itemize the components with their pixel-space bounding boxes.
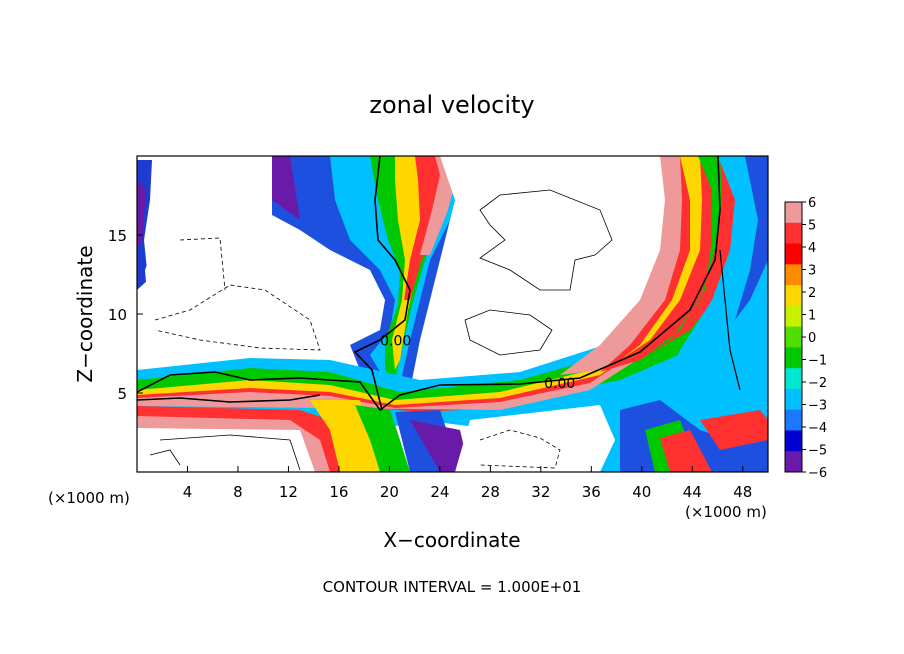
colorbar-segment [785,368,802,390]
colorbar-segment [785,326,802,348]
colorbar-segment [785,264,802,286]
colorbar-label: −3 [808,399,827,414]
colorbar-segment [785,347,802,369]
colorbar-label: 5 [808,219,816,234]
x-tick-label: 24 [430,483,449,501]
colorbar-segment [785,388,802,411]
colorbar-segment [785,451,802,473]
colorbar-label: −1 [808,354,827,369]
colorbar-segment [785,243,802,265]
colorbar-label: 3 [808,264,816,279]
colorbar-label: 6 [808,196,816,211]
y-axis-label: Z−coordinate [73,245,97,382]
y-tick-label: 5 [117,385,127,403]
x-tick-label: 44 [683,483,702,501]
colorbar-label: 0 [808,331,816,346]
x-axis-ticks: 4 8 12 16 20 24 28 32 36 40 44 48 [183,466,752,501]
x-tick-label: 16 [329,483,348,501]
contour-label: 0.00 [380,333,411,349]
colorbar-segment [785,409,802,431]
colorbar-label: 2 [808,286,816,301]
colorbar-label: −6 [808,466,827,481]
contour-label: 0.00 [544,376,575,392]
x-tick-label: 32 [531,483,550,501]
chart-title: zonal velocity [369,91,534,119]
colorbar-label: 1 [808,309,816,324]
x-tick-label: 4 [183,483,193,501]
colorbar: 6 5 4 3 2 1 0 −1 −2 −3 −4 −5 −6 [784,196,827,481]
colorbar-segment [785,430,802,452]
x-tick-label: 36 [582,483,601,501]
contour-interval-note: CONTOUR INTERVAL = 1.000E+01 [323,578,582,596]
y-tick-label: 15 [108,227,127,245]
x-tick-label: 8 [233,483,243,501]
colorbar-label: −2 [808,376,827,391]
colorbar-segment [785,305,802,328]
colorbar-label: −5 [808,444,827,459]
contour-lines [137,156,741,471]
colorbar-label: −4 [808,421,827,436]
x-tick-label: 48 [733,483,752,501]
colorbar-segment [785,285,802,307]
x-unit-right: (×1000 m) [685,503,767,521]
colorbar-segment [785,222,802,245]
heatmap-field [137,156,768,472]
x-axis-label: X−coordinate [383,528,520,552]
x-tick-label: 40 [632,483,651,501]
colorbar-segment [785,202,802,224]
x-tick-label: 28 [481,483,500,501]
y-axis-ticks: 5 10 15 [108,227,143,403]
x-tick-label: 20 [380,483,399,501]
y-tick-label: 10 [108,306,127,324]
x-tick-label: 12 [279,483,298,501]
contour-labels: 0.00 0.00 [380,333,575,392]
x-unit-left: (×1000 m) [48,489,130,507]
colorbar-label: 4 [808,241,816,256]
